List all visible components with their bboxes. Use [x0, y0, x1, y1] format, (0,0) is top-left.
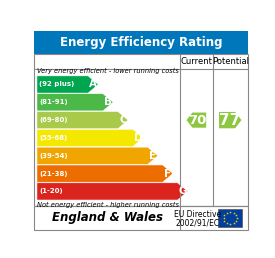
Text: (55-68): (55-68) [40, 135, 68, 141]
Text: 77: 77 [219, 112, 240, 128]
FancyBboxPatch shape [218, 209, 243, 227]
Text: F: F [164, 168, 171, 179]
Text: Potential: Potential [212, 57, 249, 66]
Polygon shape [37, 147, 158, 164]
Text: E: E [149, 151, 156, 161]
Polygon shape [37, 94, 113, 111]
Text: (81-91): (81-91) [40, 99, 68, 105]
Text: A: A [89, 79, 97, 90]
Text: (39-54): (39-54) [40, 153, 68, 159]
Text: (1-20): (1-20) [40, 188, 63, 195]
Text: EU Directive: EU Directive [174, 210, 221, 219]
Text: Energy Efficiency Rating: Energy Efficiency Rating [60, 36, 222, 49]
Polygon shape [186, 112, 206, 128]
Text: D: D [134, 133, 143, 143]
Text: 70: 70 [188, 114, 206, 127]
Text: C: C [119, 115, 127, 125]
Text: Very energy efficient - lower running costs: Very energy efficient - lower running co… [37, 68, 179, 74]
Text: Current: Current [180, 57, 212, 66]
Polygon shape [37, 165, 173, 182]
Bar [34, 206, 248, 230]
Text: B: B [104, 97, 112, 107]
Text: England & Wales: England & Wales [51, 211, 163, 224]
Polygon shape [37, 76, 98, 93]
Text: 2002/91/EC: 2002/91/EC [175, 219, 219, 228]
Polygon shape [37, 129, 143, 147]
Polygon shape [37, 183, 188, 200]
Bar [34, 54, 248, 206]
Text: (21-38): (21-38) [40, 171, 68, 176]
Text: Not energy efficient - higher running costs: Not energy efficient - higher running co… [37, 201, 179, 207]
Polygon shape [37, 111, 128, 129]
Text: (92 plus): (92 plus) [40, 82, 75, 87]
Bar [34, 31, 248, 54]
Text: (69-80): (69-80) [40, 117, 68, 123]
Text: G: G [179, 187, 187, 196]
Polygon shape [219, 112, 241, 128]
